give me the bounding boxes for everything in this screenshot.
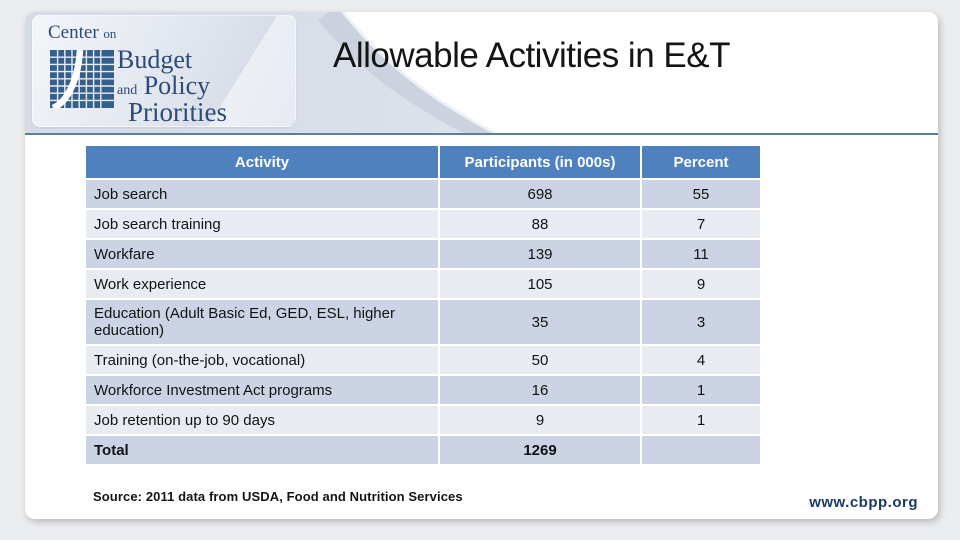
header-band: Center on Budget and Policy Priorities A… xyxy=(25,12,938,133)
header-divider-line xyxy=(25,133,938,135)
column-header-participants: Participants (in 000s) xyxy=(440,146,640,178)
logo-line-priorities: Priorities xyxy=(128,97,227,127)
logo-line-budget: Budget xyxy=(117,45,193,74)
table-row: Education (Adult Basic Ed, GED, ESL, hig… xyxy=(86,300,760,344)
cbpp-grid-icon xyxy=(50,50,114,108)
table-header-row: Activity Participants (in 000s) Percent xyxy=(86,146,760,178)
column-header-activity: Activity xyxy=(86,146,438,178)
column-header-percent: Percent xyxy=(642,146,760,178)
table-row: Training (on-the-job, vocational) 50 4 xyxy=(86,346,760,374)
logo-line-center-on: Center on xyxy=(48,22,117,43)
table-row: Work experience 105 9 xyxy=(86,270,760,298)
source-note: Source: 2011 data from USDA, Food and Nu… xyxy=(93,489,463,504)
table-row: Job search training 88 7 xyxy=(86,210,760,238)
header-swoosh-decoration xyxy=(317,12,938,133)
table-row: Job retention up to 90 days 9 1 xyxy=(86,406,760,434)
slide-title: Allowable Activities in E&T xyxy=(333,36,730,75)
table-row: Workfare 139 11 xyxy=(86,240,760,268)
logo-line-and-policy: and Policy xyxy=(117,71,211,100)
slide: Center on Budget and Policy Priorities A… xyxy=(25,12,938,519)
cbpp-logo: Center on Budget and Policy Priorities xyxy=(32,15,296,127)
table-row: Workforce Investment Act programs 16 1 xyxy=(86,376,760,404)
activities-table: Activity Participants (in 000s) Percent … xyxy=(84,144,762,466)
table-total-row: Total 1269 xyxy=(86,436,760,464)
table-row: Job search 698 55 xyxy=(86,180,760,208)
cbpp-url-text: www.cbpp.org xyxy=(809,494,918,511)
